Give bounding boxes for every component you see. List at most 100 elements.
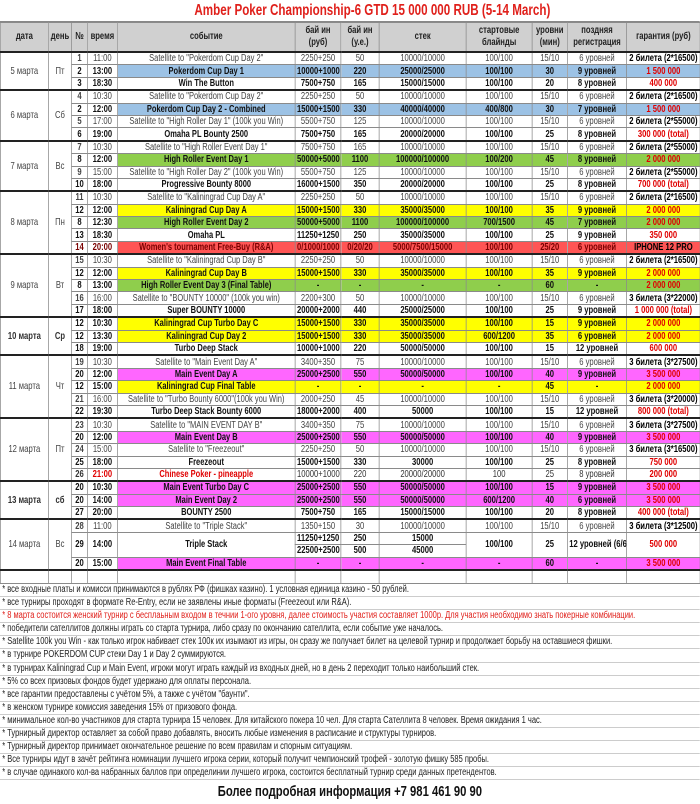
- event-row[interactable]: 12 12:00 Kaliningrad Cup Day B 15000+1500 33…: [0, 266, 700, 281]
- date-cell: 8 марта: [0, 190, 49, 255]
- number-cell: 9: [71, 165, 88, 179]
- event-row[interactable]: 8 12:00 High Roller Event Day 1 50000+5000 1…: [0, 153, 700, 167]
- late-reg-cell: 7 уровней: [567, 102, 627, 116]
- header-stack: стек: [378, 22, 467, 53]
- guarantee-cell: 3 500 000: [626, 556, 700, 571]
- guarantee-cell: 800 000 (total): [626, 404, 700, 419]
- event-cell: Kaliningrad Cup Turbo Day C: [117, 316, 296, 331]
- event-row[interactable]: 20 14:00 Main Event Day 2 25000+2500 550 5000…: [0, 493, 700, 508]
- note-line: * в женском турнире комиссия заведения 1…: [0, 702, 700, 715]
- event-row[interactable]: 13 18:30 Omaha PL 11250+1250 250 35000/35000 1…: [0, 228, 700, 242]
- blinds-cell: 100/100: [465, 404, 533, 419]
- event-row[interactable]: 20 12:00 Main Event Day A 25000+2500 550 5000…: [0, 367, 700, 382]
- event-row[interactable]: 10 марта Ср 12 10:30 Kaliningrad Cup Turbo D…: [0, 316, 700, 356]
- buyin-ue-cell: 30: [340, 518, 380, 533]
- event-row[interactable]: 2 13:00 Pokerdom Cup Day 1 10000+1000 220 250…: [0, 64, 700, 78]
- event-row[interactable]: 21 16:00 Satellite to "Turbo Bounty 6000"(…: [0, 392, 700, 406]
- event-cell: Pokerdom Cup Day 2 - Combined: [117, 102, 296, 116]
- stack-cell: 50000/50000: [378, 341, 467, 356]
- event-row[interactable]: 27 20:00 BOUNTY 2500 7500+750 165 15000/15000…: [0, 506, 700, 520]
- event-cell: Women's tournament Free-Buy (R&A): [117, 240, 296, 255]
- note-line: * все турниры проходят в формате Re-Entr…: [0, 597, 700, 611]
- guarantee-cell: 200 000: [626, 467, 700, 482]
- event-row[interactable]: 25 18:00 Freezeout 15000+1500 330 30000 100/10…: [0, 455, 700, 469]
- event-row[interactable]: 6 марта Сб 4 10:30 Satellite to "Pokerdom Cu…: [0, 89, 700, 142]
- event-row[interactable]: 18 19:00 Turbo Deep Stack 10000+1000 220 5000…: [0, 341, 700, 356]
- levels-cell: 20: [531, 506, 568, 520]
- event-row[interactable]: 12 12:00 Kaliningrad Cup Day A 15000+1500 33…: [0, 203, 700, 218]
- time-cell: 12:00: [87, 102, 118, 116]
- event-row[interactable]: 10 18:00 Progressive Bounty 8000 16000+1500…: [0, 177, 700, 192]
- buyin-ue-cell: -: [340, 556, 380, 571]
- number-cell: 12: [71, 380, 88, 394]
- event-row[interactable]: 12 13:30 Kaliningrad Cup Day 2 15000+1500 33…: [0, 329, 700, 344]
- event-row[interactable]: 9 марта Вт 15 10:30 Satellite to "Kaliningra…: [0, 253, 700, 318]
- blinds-cell: 100/100: [465, 64, 533, 78]
- buyin-ue-cell: 350: [340, 177, 380, 192]
- blinds-cell: 100/100: [465, 139, 533, 155]
- blinds-cell: 100/100: [465, 114, 533, 129]
- event-row[interactable]: 2 12:00 Pokerdom Cup Day 2 - Combined 15000…: [0, 102, 700, 116]
- event-row[interactable]: 3 18:30 Win The Button 7500+750 165 15000/150…: [0, 76, 700, 91]
- event-cell: Main Event Day 2: [117, 493, 296, 508]
- late-reg-cell: 6 уровней: [567, 139, 627, 155]
- time-cell: 18:00: [87, 303, 118, 318]
- levels-cell: 45: [531, 216, 568, 230]
- event-row[interactable]: 9 15:00 Satellite to "High Roller Day 2" (…: [0, 165, 700, 179]
- event-row[interactable]: 6 19:00 Omaha PL Bounty 2500 7500+750 165 200…: [0, 127, 700, 142]
- event-row[interactable]: 7 марта Вс 7 10:30 Satellite to "High Roller…: [0, 139, 700, 192]
- event-row[interactable]: 8 12:30 High Roller Event Day 2 50000+5000 1…: [0, 216, 700, 230]
- event-cell: Satellite to "Pokerdom Cup Day 2": [117, 89, 296, 104]
- blinds-cell: -: [465, 380, 533, 394]
- event-row[interactable]: 8 13:00 High Roller Event Day 3 (Final Tab…: [0, 279, 700, 293]
- event-row[interactable]: 24 15:00 Satellite to "Freezeout" 2250+250 5…: [0, 443, 700, 457]
- event-row[interactable]: 5 17:00 Satellite to "High Roller Day 1" (…: [0, 114, 700, 129]
- event-row[interactable]: 20 12:00 Main Event Day B 25000+2500 550 5000…: [0, 430, 700, 445]
- time-cell: 10:30: [87, 417, 118, 432]
- event-cell: High Roller Event Day 3 (Final Table): [117, 279, 296, 293]
- blinds-cell: 100/100: [465, 51, 533, 66]
- event-row[interactable]: 17 18:00 Super BOUNTY 10000 20000+2000 440 25…: [0, 303, 700, 318]
- header-day: день: [48, 22, 72, 53]
- buyin-ue-cell: 250: [340, 531, 380, 546]
- late-reg-cell: 8 уровней: [567, 153, 627, 167]
- late-reg-cell: 9 уровней: [567, 316, 627, 331]
- event-row[interactable]: 8 марта Пн 11 10:30 Satellite to "Kaliningra…: [0, 190, 700, 255]
- event-row[interactable]: 11 марта Чт 19 10:30 Satellite to "Main Even…: [0, 354, 700, 419]
- event-row[interactable]: 5 марта Пт 1 11:00 Satellite to "Pokerdom Cu…: [0, 50, 700, 91]
- buyin-ue-cell: 50: [340, 253, 380, 268]
- event-cell: Pokerdom Cup Day 1: [117, 64, 296, 78]
- buyin-rub-cell: 11250+1250: [294, 531, 342, 546]
- levels-cell: 15/10: [531, 417, 568, 432]
- header-time: время: [87, 22, 118, 53]
- event-row[interactable]: 14 марта Вс 28 11:00 Satellite to "Triple St…: [0, 518, 700, 571]
- buyin-rub-cell: 15000+1500: [294, 316, 342, 331]
- stack-cell: 45000: [378, 544, 467, 558]
- event-row[interactable]: 20 15:00 Main Event Final Table - - - -60-3 50…: [0, 556, 700, 571]
- event-row[interactable]: 12 марта Пт 23 10:30 Satellite to "MAIN EVEN…: [0, 417, 700, 482]
- number-cell: 14: [71, 240, 88, 255]
- buyin-rub-cell: 2000+250: [294, 392, 342, 406]
- buyin-rub-cell: 0/1000/1000: [294, 240, 342, 255]
- event-row[interactable]: 22 19:30 Turbo Deep Stack Bounty 6000 18000…: [0, 404, 700, 419]
- event-row[interactable]: 16 16:00 Satellite to "BOUNTY 10000" (100k…: [0, 291, 700, 305]
- number-cell: 13: [71, 228, 88, 242]
- buyin-ue-cell: 1100: [340, 153, 380, 167]
- buyin-ue-cell: 500: [340, 544, 380, 558]
- note-line: * все гарантии предоставлены с учётом 5%…: [0, 689, 700, 702]
- late-reg-cell: 6 уровней: [567, 443, 627, 457]
- event-cell: Win The Button: [117, 76, 296, 91]
- number-cell: 11: [71, 190, 88, 205]
- empty-cell: [48, 569, 72, 584]
- event-row[interactable]: 14 20:00 Women's tournament Free-Buy (R&A)…: [0, 240, 700, 255]
- levels-cell: 15/10: [531, 392, 568, 406]
- note-line: * минимальное кол-во участников для стар…: [0, 715, 700, 729]
- date-cell: 13 марта: [0, 480, 49, 520]
- event-row[interactable]: 26 21:00 Chinese Poker - pineapple 10000+10…: [0, 467, 700, 482]
- date-cell: 12 марта: [0, 417, 49, 482]
- buyin-ue-cell: -: [340, 279, 380, 293]
- event-row[interactable]: 12 15:00 Kaliningrad Cup Final Table - - - -45…: [0, 380, 700, 394]
- buyin-ue-cell: 250: [340, 228, 380, 242]
- event-row[interactable]: 29 14:00 Triple Stack 11250+1250 250 15000 100…: [0, 531, 700, 558]
